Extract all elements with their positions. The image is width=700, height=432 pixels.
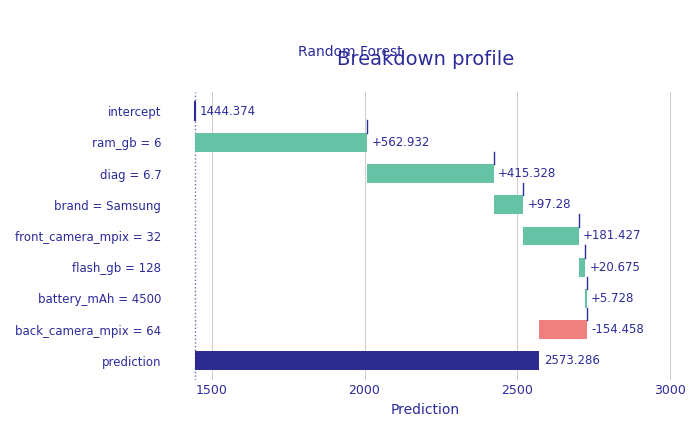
- Bar: [579, 258, 585, 276]
- Title: Breakdown profile: Breakdown profile: [337, 50, 514, 69]
- Text: 2573.286: 2573.286: [544, 354, 600, 367]
- Text: +5.728: +5.728: [592, 292, 635, 305]
- Bar: [523, 227, 579, 245]
- Bar: [494, 195, 523, 214]
- Bar: [585, 289, 587, 308]
- Bar: [195, 352, 540, 370]
- Text: +20.675: +20.675: [589, 260, 640, 274]
- Text: +97.28: +97.28: [528, 198, 571, 211]
- X-axis label: Prediction: Prediction: [391, 403, 460, 417]
- Text: Random Forest: Random Forest: [298, 45, 402, 59]
- Text: +562.932: +562.932: [371, 136, 430, 149]
- Text: +181.427: +181.427: [583, 229, 642, 242]
- Text: +415.328: +415.328: [498, 167, 556, 180]
- Text: -154.458: -154.458: [592, 323, 644, 336]
- Bar: [540, 320, 587, 339]
- Bar: [195, 133, 367, 152]
- Text: 1444.374: 1444.374: [199, 105, 256, 118]
- Bar: [367, 164, 494, 183]
